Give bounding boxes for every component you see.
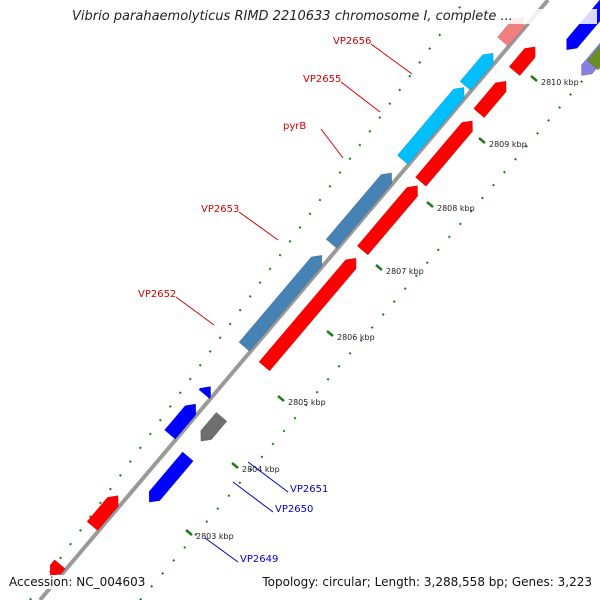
gene-label-vp2653[interactable]: VP2653 xyxy=(201,204,239,215)
kbp-label: 2809 kbp xyxy=(489,140,527,149)
gene-blue-tiny[interactable] xyxy=(198,386,211,399)
tick-track-outer-right xyxy=(139,59,600,600)
kbp-tick xyxy=(231,462,239,469)
gene-label-vp2650[interactable]: VP2650 xyxy=(275,504,313,515)
kbp-label: 2806 kbp xyxy=(337,333,375,342)
gene-vp2655[interactable] xyxy=(459,52,494,91)
kbp-ticks: 2803 kbp 2804 kbp 2805 kbp 2806 kbp 2807 kbp… xyxy=(185,75,579,541)
gene-vp2649[interactable] xyxy=(148,451,194,503)
map-title: Vibrio parahaemolyticus RIMD 2210633 chr… xyxy=(72,9,597,24)
gene-red-long-3[interactable] xyxy=(415,120,473,187)
gene-label-pyrb[interactable]: pyrB xyxy=(283,121,306,132)
tick-track-outer-left xyxy=(29,0,466,600)
gene-red-short-4[interactable] xyxy=(473,80,507,119)
gene-red-long-1[interactable] xyxy=(258,257,357,372)
kbp-label: 2810 kbp xyxy=(541,78,579,87)
gene-olive-upper-right[interactable] xyxy=(587,0,600,71)
gene-red-bottom-left[interactable] xyxy=(49,559,66,576)
kbp-tick xyxy=(530,75,538,82)
gene-labels: VP2656 VP2655 pyrB VP2653 VP2652 VP2651 VP2650… xyxy=(138,36,371,565)
kbp-tick xyxy=(478,137,486,144)
gene-vp2652[interactable] xyxy=(238,255,323,352)
gene-label-vp2656[interactable]: VP2656 xyxy=(333,36,371,47)
gene-red-short-5[interactable] xyxy=(508,46,536,77)
kbp-tick xyxy=(326,330,334,337)
kbp-tick xyxy=(185,529,193,536)
kbp-label: 2804 kbp xyxy=(242,465,280,474)
gene-vp2651[interactable] xyxy=(200,411,228,442)
kbp-label: 2808 kbp xyxy=(437,204,475,213)
kbp-tick xyxy=(277,395,285,402)
gene-label-vp2652[interactable]: VP2652 xyxy=(138,289,176,300)
gene-label-vp2655[interactable]: VP2655 xyxy=(303,74,341,85)
sequence-summary: Topology: circular; Length: 3,288,558 bp… xyxy=(262,575,592,589)
kbp-label: 2805 kbp xyxy=(288,398,326,407)
gene-blue-small-left[interactable] xyxy=(164,403,197,440)
gene-label-vp2651[interactable]: VP2651 xyxy=(290,484,328,495)
kbp-tick xyxy=(375,264,383,271)
gene-pyrb[interactable] xyxy=(396,87,465,165)
kbp-tick xyxy=(426,201,434,208)
label-leader-lines xyxy=(175,43,413,563)
gene-vp2653[interactable] xyxy=(325,172,393,249)
leader-line xyxy=(204,537,239,563)
leader-line xyxy=(238,211,279,241)
leader-line xyxy=(340,81,381,113)
accession-text: Accession: NC_004603 xyxy=(9,575,146,589)
gene-red-long-2[interactable] xyxy=(356,185,418,256)
leader-line xyxy=(247,461,289,493)
kbp-label: 2807 kbp xyxy=(386,267,424,276)
chromosome-backbone xyxy=(38,0,550,600)
gene-label-vp2649[interactable]: VP2649 xyxy=(240,554,278,565)
leader-line xyxy=(370,43,413,75)
kbp-label: 2803 kbp xyxy=(196,532,234,541)
gene-blue-upper-right[interactable] xyxy=(566,0,600,51)
leader-line xyxy=(320,128,344,159)
leader-line xyxy=(175,296,215,326)
gene-red-lower-left[interactable] xyxy=(86,495,119,531)
gene-features xyxy=(49,0,600,576)
leader-line xyxy=(232,481,274,513)
